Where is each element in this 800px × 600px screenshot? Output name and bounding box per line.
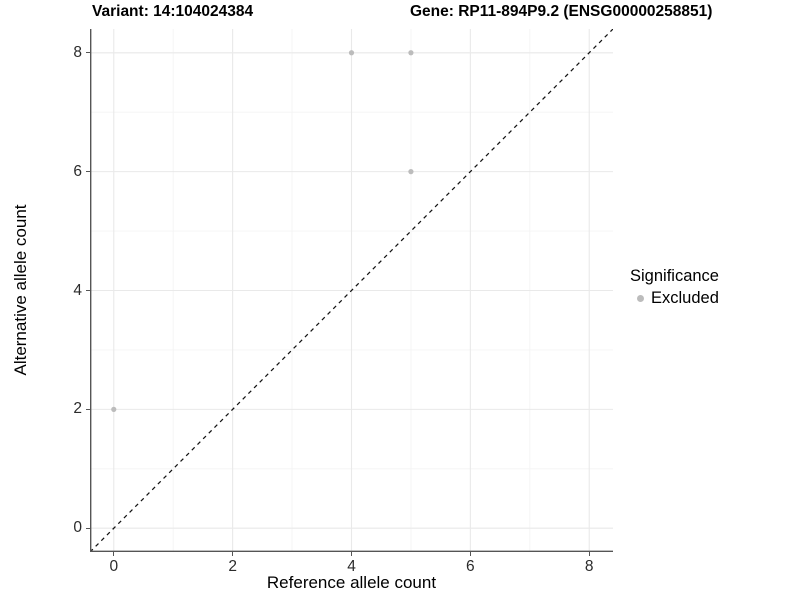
x-tick-label: 0	[109, 558, 119, 575]
y-tick-mark	[86, 527, 90, 529]
legend-item-excluded: Excluded	[630, 289, 719, 308]
legend: Significance Excluded	[630, 267, 719, 308]
x-tick-label: 4	[347, 558, 356, 575]
plot-panel-svg	[90, 29, 613, 552]
legend-point-icon	[637, 295, 644, 302]
y-tick-label: 8	[73, 43, 82, 61]
data-point	[408, 50, 414, 56]
x-tick-label: 8	[584, 558, 594, 575]
data-point	[408, 169, 414, 175]
y-tick-mark	[86, 290, 90, 291]
y-tick-mark	[86, 408, 90, 410]
legend-item-label: Excluded	[651, 289, 719, 307]
y-tick-mark	[86, 52, 90, 54]
x-tick-mark	[232, 552, 234, 556]
y-tick-label: 2	[73, 400, 82, 418]
x-tick-label: 6	[466, 558, 475, 575]
plot-panel	[90, 29, 613, 552]
x-tick-mark	[469, 552, 471, 556]
y-tick-label: 6	[73, 162, 82, 180]
plot-title-variant: Variant: 14:104024384	[92, 3, 254, 20]
x-tick-label: 2	[228, 558, 237, 575]
x-tick-mark	[588, 552, 590, 556]
identity-line	[90, 29, 613, 552]
x-axis-title: Reference allele count	[266, 573, 437, 592]
x-tick-mark	[113, 552, 115, 556]
y-tick-mark	[86, 171, 90, 173]
y-tick-label: 0	[73, 519, 82, 537]
y-axis-title: Alternative allele count	[11, 204, 30, 376]
data-point	[111, 406, 117, 412]
plot-title-gene: Gene: RP11-894P9.2 (ENSG00000258851)	[410, 3, 713, 20]
legend-title: Significance	[630, 267, 719, 285]
y-tick-label: 4	[73, 281, 82, 299]
data-point	[348, 50, 355, 56]
x-tick-mark	[351, 552, 352, 556]
